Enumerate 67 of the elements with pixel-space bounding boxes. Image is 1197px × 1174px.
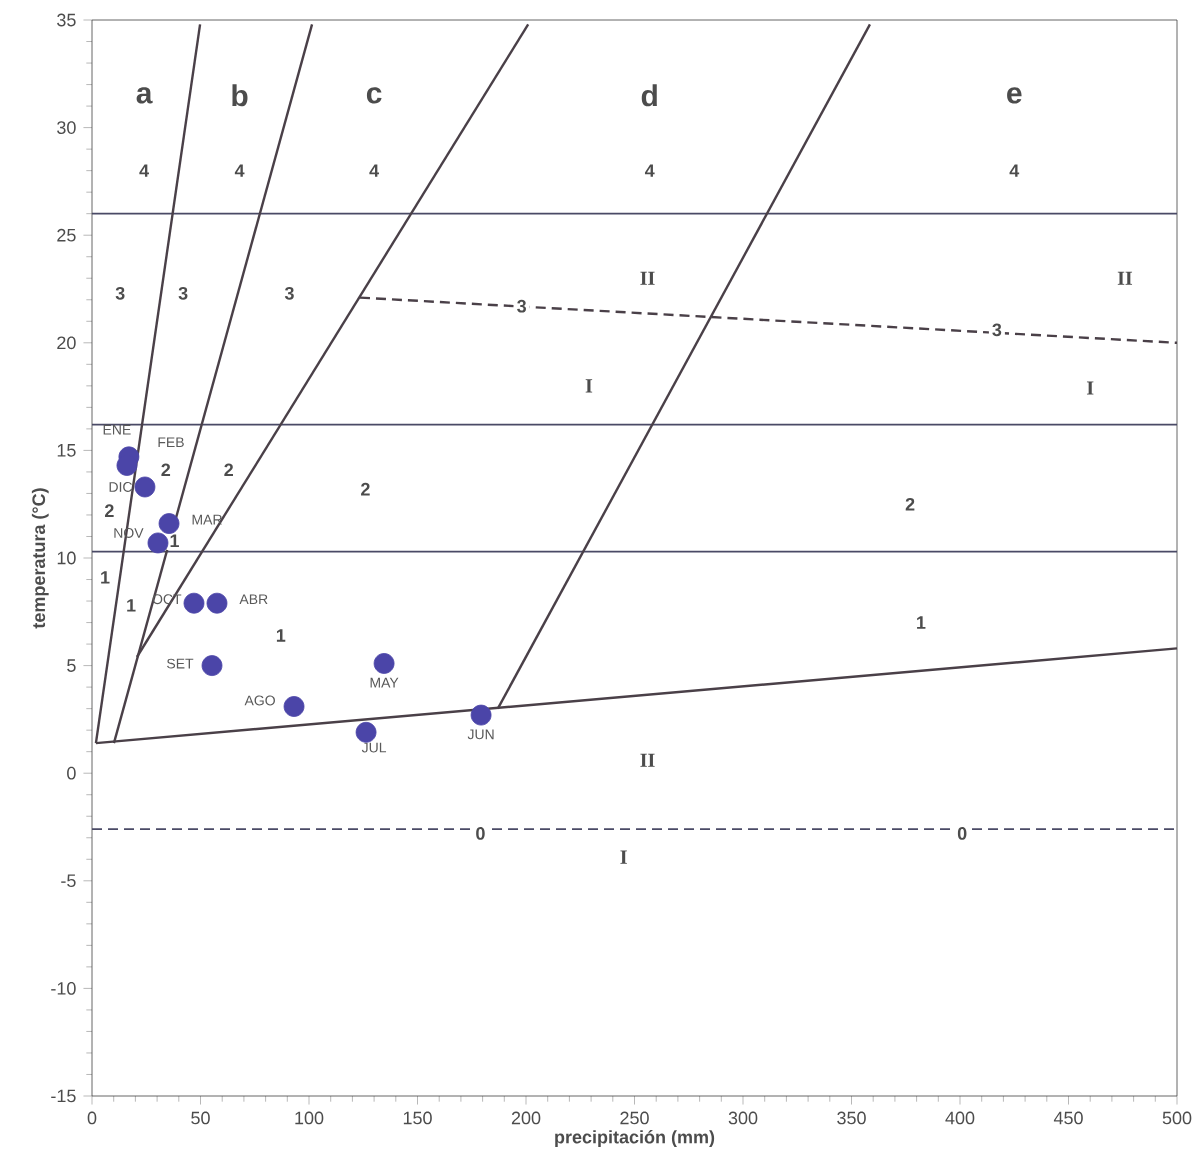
annotation: c <box>366 87 382 104</box>
annotation: SET <box>167 658 194 669</box>
y-tick-label: 25 <box>57 228 76 242</box>
annotation: FEB <box>158 437 184 448</box>
annotation: d <box>641 84 657 107</box>
annotation: b <box>232 84 248 107</box>
y-tick-label: -15 <box>51 1089 76 1103</box>
annotation: MAR <box>192 514 222 525</box>
annotation: 3 <box>115 286 125 300</box>
annotation: AGO <box>244 695 275 706</box>
y-tick-label: 0 <box>67 766 76 780</box>
annotation: 4 <box>1009 164 1020 177</box>
annotation: ENE <box>103 424 131 435</box>
annotation: II <box>1117 271 1133 285</box>
annotation: 2 <box>161 463 171 477</box>
x-tick-label: 500 <box>1162 1111 1192 1125</box>
annotation: 2 <box>224 463 233 477</box>
x-tick-label: 0 <box>87 1111 97 1125</box>
annotation: JUN <box>467 729 494 740</box>
x-tick-label: 450 <box>1053 1111 1083 1125</box>
annotation: 1 <box>170 534 179 547</box>
y-tick-label: -5 <box>61 874 76 888</box>
annotation: 2 <box>905 497 915 511</box>
x-axis-title: precipitación (mm) <box>555 1130 715 1148</box>
annotation: 1 <box>127 599 136 612</box>
x-tick-label: 150 <box>403 1111 432 1125</box>
annotation: a <box>136 87 153 104</box>
annotation: 3 <box>284 286 294 300</box>
annotation: I <box>1086 381 1094 395</box>
annotation: 1 <box>276 629 286 642</box>
annotation: II <box>640 271 655 285</box>
annotation: MAY <box>370 677 399 688</box>
x-tick-label: 100 <box>295 1111 324 1125</box>
y-tick-label: 5 <box>67 659 76 672</box>
y-tick-label: 20 <box>57 336 76 350</box>
y-tick-label: 10 <box>57 551 76 565</box>
annotation: e <box>1007 87 1022 104</box>
annotation: 0 <box>476 827 485 840</box>
annotation: 1 <box>101 571 110 584</box>
annotation: JUL <box>361 742 387 753</box>
annotation: 2 <box>104 504 114 517</box>
y-axis-title: temperatura (°C) <box>31 488 49 629</box>
x-tick-label: 300 <box>728 1111 758 1125</box>
y-tick-label: 30 <box>57 121 76 134</box>
x-tick-label: 250 <box>620 1111 649 1125</box>
annotation: 4 <box>139 164 149 177</box>
annotation: 4 <box>644 164 655 177</box>
y-tick-label: 35 <box>57 13 76 27</box>
annotation: 3 <box>178 286 188 300</box>
annotation: 4 <box>234 164 245 177</box>
x-tick-label: 400 <box>945 1111 975 1125</box>
annotation: 3 <box>992 323 1002 337</box>
y-tick-label: 15 <box>57 444 76 457</box>
x-tick-label: 50 <box>191 1111 210 1125</box>
annotation: II <box>640 753 655 767</box>
annotation: 3 <box>517 299 527 313</box>
x-tick-label: 200 <box>511 1111 541 1125</box>
annotation: DIC <box>109 482 133 492</box>
y-tick-label: -10 <box>51 982 76 995</box>
annotation: 4 <box>369 164 380 177</box>
annotation: I <box>585 379 593 393</box>
annotation: ABR <box>239 594 268 605</box>
annotation: 1 <box>917 616 926 629</box>
annotation: 2 <box>361 482 370 496</box>
annotation: 0 <box>957 827 967 840</box>
annotation: I <box>620 850 627 864</box>
x-tick-label: 350 <box>837 1111 866 1125</box>
